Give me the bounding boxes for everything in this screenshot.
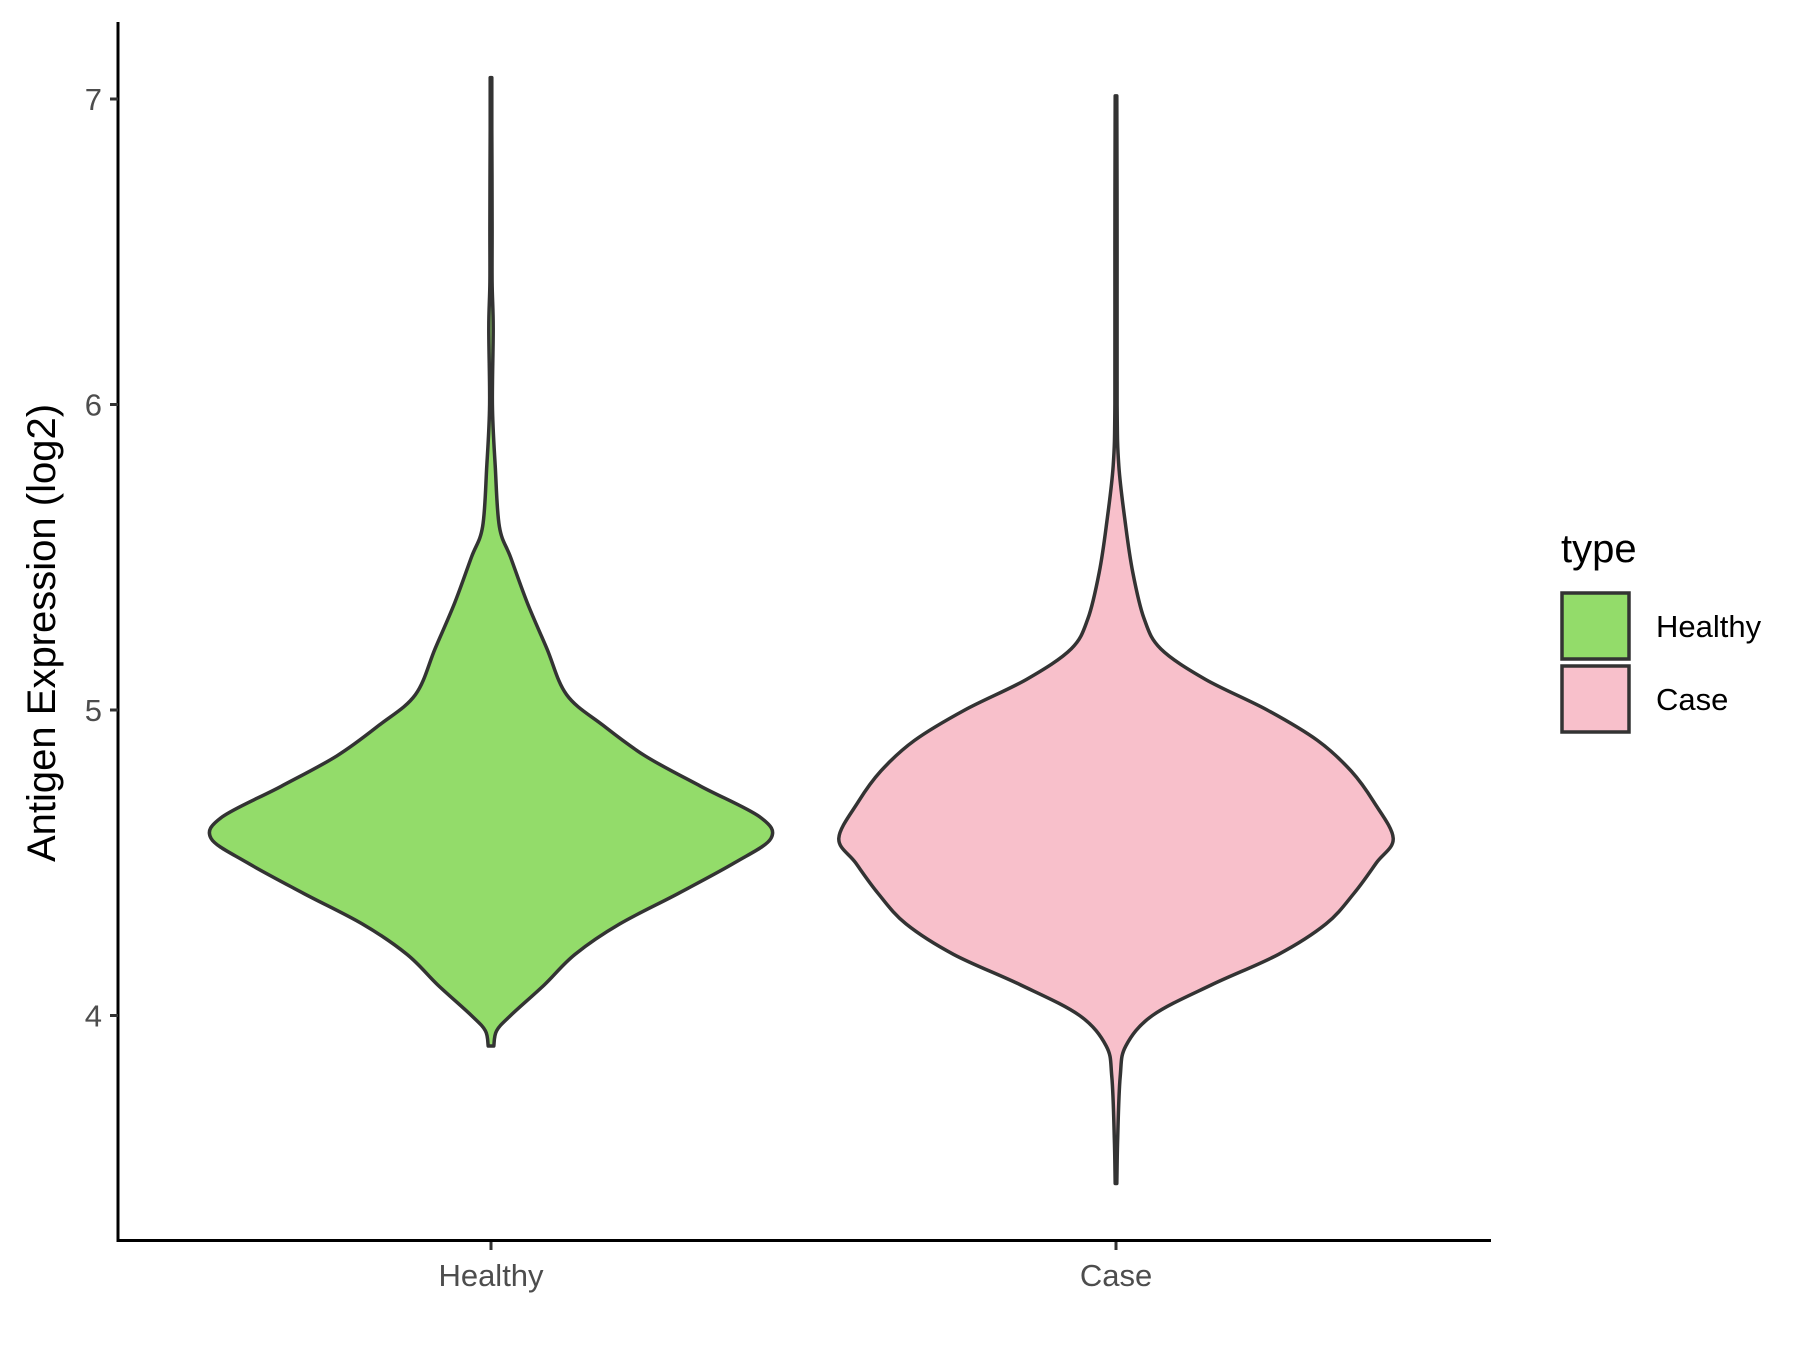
violin-healthy <box>207 75 775 1048</box>
legend-label-case: Case <box>1656 682 1728 717</box>
y-tick-label: 4 <box>85 999 102 1034</box>
legend-swatch-case <box>1560 664 1631 734</box>
violin-layer <box>207 75 1395 1186</box>
x-ticks: Healthy Case <box>438 1242 1152 1293</box>
y-axis-title: Antigen Expression (log2) <box>20 404 64 862</box>
axes <box>116 22 1491 1242</box>
legend-swatch-healthy <box>1560 591 1631 661</box>
x-tick-label: Healthy <box>438 1258 544 1293</box>
y-ticks: 4 5 6 7 <box>85 82 118 1034</box>
violin-case <box>837 94 1395 1186</box>
y-tick-label: 7 <box>85 82 102 117</box>
y-tick-label: 5 <box>85 693 102 728</box>
legend-label-healthy: Healthy <box>1656 609 1762 644</box>
y-tick-label: 6 <box>85 388 102 423</box>
legend-title: type <box>1561 527 1637 571</box>
x-tick-label: Case <box>1080 1258 1152 1293</box>
legend: type Healthy Case <box>1560 527 1762 734</box>
